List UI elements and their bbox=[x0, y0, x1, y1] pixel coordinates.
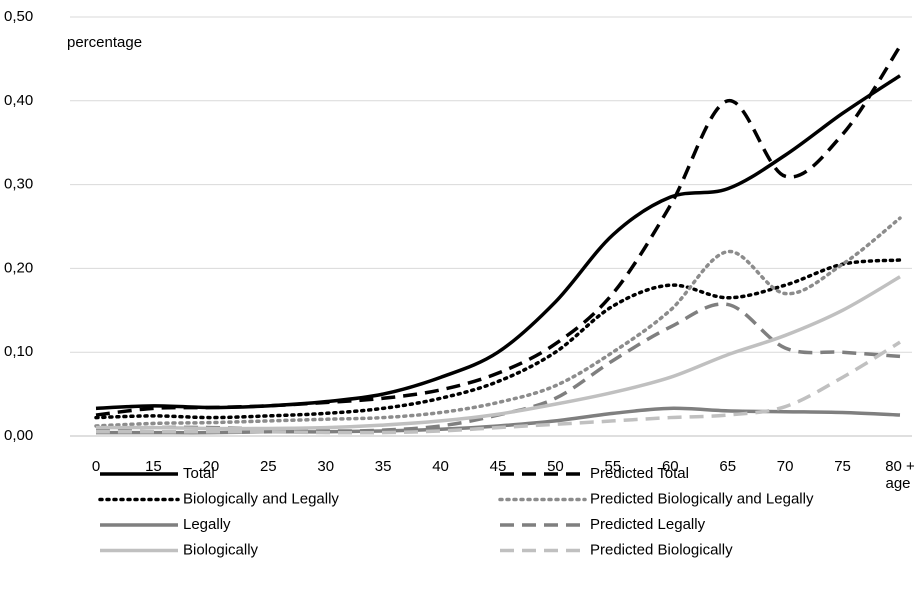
y-tick-label: 0,50 bbox=[4, 8, 33, 25]
y-tick-label: 0,40 bbox=[4, 92, 33, 109]
x-tick-label: 70 bbox=[777, 458, 794, 475]
x-tick-label: 75 bbox=[834, 458, 851, 475]
series-line bbox=[96, 340, 901, 435]
x-tick-label: 45 bbox=[490, 458, 507, 475]
series-line bbox=[95, 74, 901, 411]
x-tick-label: 60 bbox=[662, 458, 679, 475]
x-tick-label: 15 bbox=[145, 458, 162, 475]
x-tick-label: 65 bbox=[719, 458, 736, 475]
y-tick-label: 0,30 bbox=[4, 176, 33, 193]
legend-label: Predicted Total bbox=[590, 465, 689, 482]
x-tick-label: 55 bbox=[605, 458, 622, 475]
x-tick-label: 80 + bbox=[885, 458, 915, 475]
legend-label: Legally bbox=[183, 516, 231, 533]
legend-label: Biologically bbox=[183, 541, 259, 558]
x-tick-label: 40 bbox=[432, 458, 449, 475]
x-tick-label: 35 bbox=[375, 458, 392, 475]
y-tick-label: 0,20 bbox=[4, 259, 33, 276]
x-tick-label: 50 bbox=[547, 458, 564, 475]
legend-label: Predicted Legally bbox=[590, 516, 706, 533]
series-line bbox=[95, 275, 901, 431]
y-axis-label: percentage bbox=[67, 34, 142, 51]
series-line bbox=[94, 258, 902, 420]
x-axis-label: age bbox=[885, 475, 910, 492]
legend-label: Biologically and Legally bbox=[183, 490, 339, 507]
legend-label: Predicted Biologically and Legally bbox=[590, 490, 814, 507]
x-tick-label: 30 bbox=[317, 458, 334, 475]
x-tick-label: 25 bbox=[260, 458, 277, 475]
legend-label: Predicted Biologically bbox=[590, 541, 733, 558]
x-tick-label: 0 bbox=[92, 458, 100, 475]
series-line bbox=[95, 45, 902, 417]
y-tick-label: 0,10 bbox=[4, 343, 33, 360]
x-tick-label: 20 bbox=[203, 458, 220, 475]
y-tick-label: 0,00 bbox=[4, 427, 33, 444]
series-line bbox=[94, 216, 902, 428]
legend-label: Total bbox=[183, 465, 215, 482]
